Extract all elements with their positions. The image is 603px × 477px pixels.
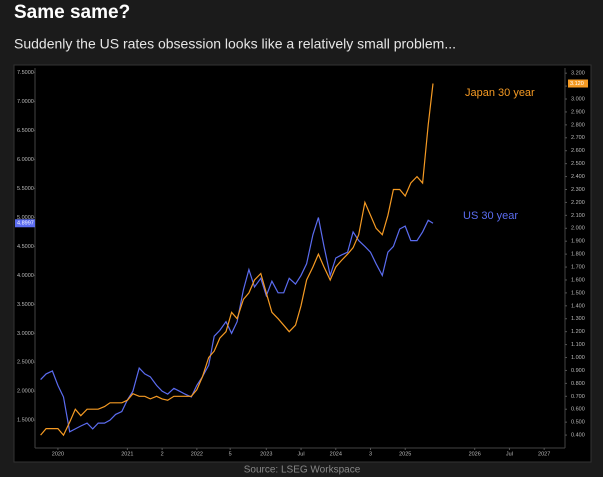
y2-tick-label: 3.000: [571, 96, 585, 102]
y-tick-label: 3.5000: [17, 302, 34, 308]
x-tick-label: Jul: [506, 451, 513, 457]
y-tick-label: 5.5000: [17, 186, 34, 192]
y2-tick-label: 0.900: [571, 368, 585, 374]
y2-tick-label: 2.900: [571, 109, 585, 115]
y2-tick-label: 1.800: [571, 252, 585, 258]
y2-tick-label: 2.800: [571, 122, 585, 128]
line: [40, 83, 434, 437]
x-tick-label: 2: [161, 451, 164, 457]
source: Source: LSEG Workspace: [244, 465, 361, 476]
x-tick-label: 2025: [399, 451, 411, 457]
y-tick-label: 4.0000: [17, 273, 34, 279]
y2-tick-label: 1.300: [571, 316, 585, 322]
y2-tick-label: 2.300: [571, 187, 585, 193]
y-tick-label: 6.0000: [17, 157, 34, 163]
y2-tick-label: 1.700: [571, 265, 585, 271]
x-tick-label: 2022: [191, 451, 203, 457]
x-tick-label: 3: [369, 451, 372, 457]
y-tick-label: 5.0000: [17, 215, 34, 221]
y2-tick-label: 1.200: [571, 329, 585, 335]
x-tick-label: Jul: [298, 451, 305, 457]
y-tick-label: 2.5000: [17, 360, 34, 366]
y2-tick-label: 2.400: [571, 174, 585, 180]
x-tick-label: 2026: [469, 451, 481, 457]
x-tick-label: 2024: [330, 451, 342, 457]
value-label-box: [568, 79, 588, 88]
y2-tick-label: 0.500: [571, 420, 585, 426]
y-tick-label: 2.0000: [17, 389, 34, 395]
y2-tick-label: 0.600: [571, 407, 585, 413]
y2-tick-label: 2.200: [571, 200, 585, 206]
y2-tick-label: 2.000: [571, 226, 585, 232]
chart-subtitle: Suddenly the US rates obsession looks li…: [14, 36, 456, 52]
y-tick-label: 1.5000: [17, 418, 34, 424]
line: [40, 217, 434, 433]
y2-tick-label: 1.500: [571, 290, 585, 296]
y2-tick-label: 2.100: [571, 213, 585, 219]
y-tick-label: 6.5000: [17, 128, 34, 134]
legend-label: US 30 year: [463, 210, 518, 222]
y2-tick-label: 0.800: [571, 381, 585, 387]
y2-tick-label: 1.100: [571, 342, 585, 348]
value-label: 3.120: [570, 81, 584, 87]
y2-tick-label: 1.900: [571, 239, 585, 245]
y2-tick-label: 2.500: [571, 161, 585, 167]
x-tick-label: 2027: [538, 451, 550, 457]
value-label-box: [15, 219, 35, 228]
y2-tick-label: 3.200: [571, 71, 585, 77]
x-tick-label: 2021: [121, 451, 133, 457]
y-tick-label: 3.0000: [17, 331, 34, 337]
x-tick-label: 2023: [260, 451, 272, 457]
chart-title: Same same?: [14, 2, 130, 23]
legend-label: Japan 30 year: [465, 87, 535, 99]
y2-tick-label: 1.400: [571, 303, 585, 309]
y2-tick-label: 0.400: [571, 433, 585, 439]
value-label: 4.8997: [17, 221, 34, 227]
y-tick-label: 4.5000: [17, 244, 34, 250]
x-tick-label: 2020: [52, 451, 64, 457]
y-tick-label: 7.5000: [17, 70, 34, 76]
x-tick-label: 5: [229, 451, 232, 457]
y2-tick-label: 1.600: [571, 277, 585, 283]
y2-tick-label: 2.600: [571, 148, 585, 154]
y2-tick-label: 1.000: [571, 355, 585, 361]
y-tick-label: 7.0000: [17, 99, 34, 105]
plot-panel: [13, 64, 592, 463]
y2-tick-label: 2.700: [571, 135, 585, 141]
y2-tick-label: 0.700: [571, 394, 585, 400]
